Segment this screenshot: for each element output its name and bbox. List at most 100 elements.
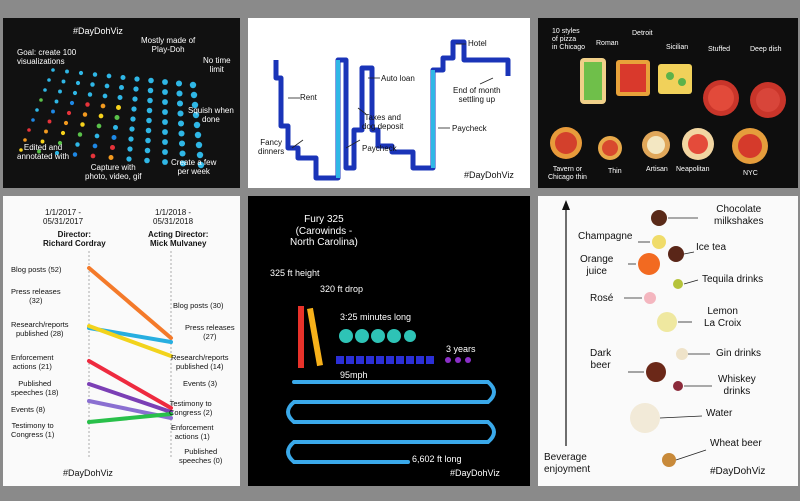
viz-dot — [65, 69, 69, 74]
coaster-height: 325 ft height — [270, 268, 320, 278]
bev-water: Water — [706, 408, 733, 419]
panel-slope: 1/1/2017 - 05/31/2017 Director: Richard … — [3, 196, 240, 486]
viz-dot — [162, 79, 168, 85]
viz-dot — [92, 72, 98, 77]
panel-intro: #DayDohViz Goal: create 100 visualizatio… — [3, 18, 240, 188]
slope-col2-director: Acting Director: Mick Mulvaney — [148, 230, 209, 249]
pizza-shapes — [550, 58, 786, 164]
viz-dot — [100, 103, 106, 109]
viz-dot — [47, 119, 52, 124]
viz-dot — [177, 110, 184, 117]
pizza-nyc: NYC — [743, 170, 758, 177]
viz-dot — [39, 98, 43, 102]
viz-dot — [146, 107, 153, 114]
viz-dot — [19, 148, 23, 152]
coaster-shapes — [286, 306, 496, 464]
viz-dot — [126, 156, 132, 162]
viz-dot — [90, 153, 96, 159]
pizza-deepdish: Deep dish — [750, 46, 782, 53]
viz-dot — [63, 120, 69, 126]
viz-dot — [31, 118, 35, 122]
viz-dot — [148, 77, 154, 84]
viz-dot — [195, 141, 203, 149]
slope-col2-date: 1/1/2018 - 05/31/2018 — [153, 208, 194, 227]
viz-dot — [147, 97, 153, 104]
intro-create: Create a few per week — [171, 158, 217, 177]
coaster-length: 6,602 ft long — [412, 454, 462, 464]
coaster-drop: 320 ft drop — [320, 284, 364, 294]
panel-beverage: Chocolate milkshakes Champagne Ice tea O… — [538, 196, 798, 486]
slope-left-5: Events (8) — [11, 405, 46, 414]
viz-dot — [196, 151, 204, 159]
budget-fancy: Fancy dinners — [258, 138, 285, 157]
bev-tequila: Tequila drinks — [702, 274, 764, 285]
bev-darkbeer: Dark beer — [590, 348, 612, 371]
viz-dot — [94, 133, 100, 139]
bev-icetea: Ice tea — [696, 242, 727, 253]
pizza-thin: Thin — [608, 168, 622, 175]
pizza-roman: Roman — [596, 40, 619, 47]
coaster-minutes: 3:25 minutes long — [340, 312, 412, 322]
viz-dot — [72, 152, 78, 157]
viz-dot — [43, 88, 47, 92]
pizza-neapolitan: Neapolitan — [676, 166, 710, 173]
viz-dot — [96, 123, 102, 129]
viz-dot — [57, 140, 63, 146]
bev-orange: Orange juice — [580, 254, 614, 277]
viz-dot — [190, 91, 198, 99]
viz-dot — [44, 129, 48, 134]
slope-right-1: Press releases (27) — [185, 323, 235, 341]
intro-hashtag: #DayDohViz — [73, 26, 123, 36]
bev-lemon: Lemon La Croix — [704, 306, 742, 329]
coaster-mph: 95mph — [340, 370, 368, 380]
bev-chocolate: Chocolate milkshakes — [714, 204, 764, 227]
slope-right-0: Blog posts (30) — [173, 301, 224, 310]
viz-dot — [162, 89, 168, 95]
dot-grid — [19, 68, 205, 169]
viz-dot — [108, 155, 114, 160]
viz-dot — [179, 150, 186, 157]
viz-dot — [104, 83, 110, 89]
beverage-shapes — [562, 200, 712, 467]
viz-dot — [128, 136, 134, 142]
viz-dot — [75, 142, 80, 147]
slope-left-0: Blog posts (52) — [11, 265, 62, 274]
budget-endmonth: End of month settling up — [453, 86, 501, 105]
budget-line — [273, 39, 511, 181]
slope-line — [87, 266, 173, 340]
viz-dot — [147, 87, 154, 94]
slope-col1-date: 1/1/2017 - 05/31/2017 — [43, 208, 84, 227]
slope-left-6: Testimony to Congress (1) — [11, 421, 55, 439]
viz-dot — [78, 70, 84, 76]
viz-dot — [178, 140, 186, 147]
viz-dot — [85, 102, 90, 107]
pizza-detroit: Detroit — [632, 30, 653, 37]
slope-lines — [87, 251, 173, 458]
viz-dot — [111, 135, 117, 140]
viz-dot — [66, 110, 72, 116]
intro-notime: No time limit — [203, 56, 231, 75]
viz-dot — [192, 111, 200, 119]
pizza-title: 10 styles of pizza in Chicago — [552, 28, 586, 52]
slope-left-1: Press releases (32) — [11, 287, 61, 305]
slope-col1-director: Director: Richard Cordray — [43, 230, 106, 249]
panel-coaster: Fury 325 (Carowinds - North Carolina) 32… — [248, 196, 530, 486]
viz-dot — [82, 112, 88, 117]
viz-dot — [35, 108, 39, 112]
viz-dot — [54, 99, 59, 104]
viz-dot — [106, 73, 112, 79]
viz-dot — [144, 157, 150, 164]
viz-dot — [40, 139, 45, 144]
viz-dot — [127, 146, 133, 152]
viz-dot — [194, 131, 202, 139]
viz-dot — [189, 81, 197, 89]
viz-dot — [177, 120, 185, 127]
viz-dot — [102, 93, 108, 99]
bev-champagne: Champagne — [578, 231, 633, 242]
viz-dot — [129, 126, 135, 132]
viz-dot — [37, 149, 41, 154]
viz-dot — [120, 75, 126, 80]
intro-squish: Squish when done — [188, 106, 234, 125]
slope-left-4: Published speeches (18) — [11, 379, 59, 397]
viz-dot — [145, 137, 151, 144]
